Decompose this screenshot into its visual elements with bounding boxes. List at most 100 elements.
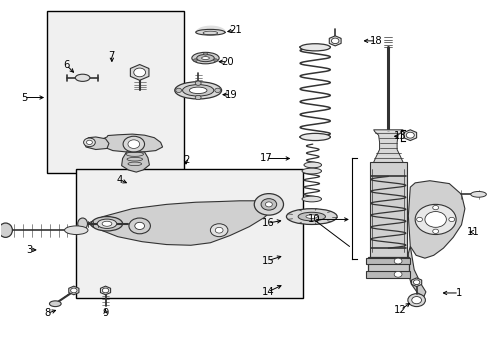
Text: 20: 20 xyxy=(221,57,233,67)
Circle shape xyxy=(135,222,144,229)
Circle shape xyxy=(393,271,401,277)
Circle shape xyxy=(261,199,276,210)
Circle shape xyxy=(195,81,201,85)
Bar xyxy=(369,162,406,259)
Text: 14: 14 xyxy=(261,287,274,297)
Text: 6: 6 xyxy=(63,60,70,70)
Polygon shape xyxy=(88,201,273,245)
Ellipse shape xyxy=(302,196,321,202)
Polygon shape xyxy=(375,149,400,157)
Circle shape xyxy=(203,52,207,55)
Text: 21: 21 xyxy=(229,25,242,35)
Text: 19: 19 xyxy=(224,90,237,100)
Polygon shape xyxy=(84,137,109,149)
Polygon shape xyxy=(407,246,425,297)
Text: 1: 1 xyxy=(455,288,461,298)
Ellipse shape xyxy=(201,57,209,59)
Polygon shape xyxy=(69,286,79,295)
Ellipse shape xyxy=(189,87,206,94)
Ellipse shape xyxy=(304,162,321,168)
Circle shape xyxy=(83,138,95,147)
Ellipse shape xyxy=(75,74,90,81)
Polygon shape xyxy=(130,64,149,80)
Text: 15: 15 xyxy=(261,256,274,266)
Circle shape xyxy=(432,206,438,210)
Circle shape xyxy=(195,95,201,100)
Ellipse shape xyxy=(470,192,486,197)
Ellipse shape xyxy=(302,168,321,174)
Circle shape xyxy=(86,140,92,144)
Polygon shape xyxy=(374,132,401,135)
Text: 4: 4 xyxy=(117,175,123,185)
Ellipse shape xyxy=(97,219,117,228)
Text: 12: 12 xyxy=(393,305,406,315)
Ellipse shape xyxy=(286,209,336,225)
Ellipse shape xyxy=(174,82,221,99)
Circle shape xyxy=(254,194,283,215)
Ellipse shape xyxy=(64,226,88,234)
Circle shape xyxy=(213,59,217,62)
Ellipse shape xyxy=(49,301,61,307)
Polygon shape xyxy=(411,278,421,287)
Circle shape xyxy=(214,88,220,93)
Ellipse shape xyxy=(305,215,317,219)
Polygon shape xyxy=(373,157,402,162)
Ellipse shape xyxy=(195,30,224,35)
Bar xyxy=(76,169,303,298)
Text: 3: 3 xyxy=(26,245,32,255)
Circle shape xyxy=(210,224,227,237)
Circle shape xyxy=(407,294,425,307)
Circle shape xyxy=(215,227,223,233)
Circle shape xyxy=(129,218,150,234)
Circle shape xyxy=(393,258,401,264)
Bar xyxy=(366,271,409,278)
Text: 5: 5 xyxy=(21,93,27,103)
Text: 9: 9 xyxy=(102,309,108,318)
Text: 8: 8 xyxy=(44,309,50,318)
Polygon shape xyxy=(379,142,396,149)
Circle shape xyxy=(432,229,438,233)
Text: 16: 16 xyxy=(261,218,274,228)
Ellipse shape xyxy=(0,223,12,237)
Polygon shape xyxy=(378,135,397,142)
Ellipse shape xyxy=(196,54,214,62)
Circle shape xyxy=(416,217,422,222)
Circle shape xyxy=(134,68,145,77)
Bar xyxy=(367,257,408,277)
Polygon shape xyxy=(373,130,402,132)
Polygon shape xyxy=(102,134,162,152)
Polygon shape xyxy=(122,152,149,172)
Text: 7: 7 xyxy=(108,51,115,61)
Circle shape xyxy=(414,204,455,234)
Ellipse shape xyxy=(91,217,122,231)
Text: 2: 2 xyxy=(183,155,189,165)
Ellipse shape xyxy=(182,85,213,96)
Circle shape xyxy=(424,212,446,227)
Ellipse shape xyxy=(191,52,219,64)
Circle shape xyxy=(411,297,421,304)
Ellipse shape xyxy=(300,134,330,140)
Text: 17: 17 xyxy=(260,153,272,163)
Circle shape xyxy=(448,217,454,222)
Ellipse shape xyxy=(298,212,325,221)
Text: 10: 10 xyxy=(307,215,320,224)
Bar xyxy=(47,12,183,173)
Circle shape xyxy=(102,288,108,293)
Text: 18: 18 xyxy=(369,36,382,46)
Circle shape xyxy=(412,280,419,284)
Circle shape xyxy=(128,140,140,148)
Circle shape xyxy=(123,136,144,152)
Circle shape xyxy=(193,59,197,62)
Text: 13: 13 xyxy=(393,131,406,141)
Circle shape xyxy=(70,288,77,293)
Ellipse shape xyxy=(102,221,112,226)
Circle shape xyxy=(265,202,272,207)
Polygon shape xyxy=(403,130,416,140)
Circle shape xyxy=(406,132,413,138)
Polygon shape xyxy=(100,286,110,295)
Ellipse shape xyxy=(78,218,87,229)
Polygon shape xyxy=(328,36,341,46)
Ellipse shape xyxy=(300,44,330,51)
Circle shape xyxy=(175,88,181,93)
Circle shape xyxy=(331,38,338,44)
